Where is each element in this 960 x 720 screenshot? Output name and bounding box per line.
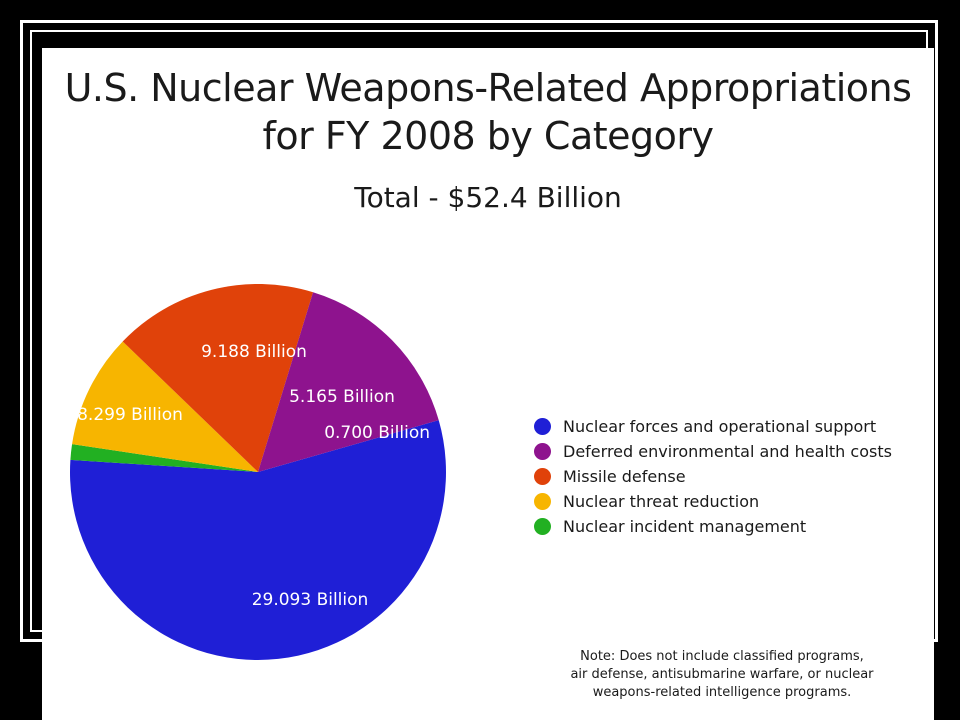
slice-data-label: 0.700 Billion	[324, 423, 430, 443]
legend-swatch	[534, 418, 551, 435]
slice-data-label: 9.188 Billion	[201, 342, 307, 362]
legend-label: Missile defense	[563, 467, 686, 486]
legend-item: Nuclear forces and operational support	[534, 414, 892, 439]
chart-title: U.S. Nuclear Weapons-Related Appropriati…	[42, 64, 934, 160]
legend-label: Nuclear incident management	[563, 517, 807, 536]
pie-slice-deferred-environmental-and-health-costs	[258, 292, 439, 472]
slice-data-label: 5.165 Billion	[289, 387, 395, 407]
legend-swatch	[534, 443, 551, 460]
legend-label: Nuclear forces and operational support	[563, 417, 877, 436]
slice-data-label: 8.299 Billion	[77, 405, 183, 425]
legend-swatch	[534, 493, 551, 510]
note-line-1: Note: Does not include classified progra…	[580, 649, 864, 664]
pie-chart: 29.093 Billion 0.700 Billion 5.165 Billion…	[69, 284, 446, 660]
note-line-2: air defense, antisubmarine warfare, or n…	[570, 667, 874, 682]
pie-slice-nuclear-incident-management	[70, 444, 258, 472]
legend-swatch	[534, 518, 551, 535]
chart-legend: Nuclear forces and operational support De…	[534, 414, 892, 539]
pie-slices	[69, 284, 446, 660]
chart-panel: U.S. Nuclear Weapons-Related Appropriati…	[42, 48, 934, 720]
legend-item: Deferred environmental and health costs	[534, 439, 892, 464]
chart-title-line-1: U.S. Nuclear Weapons-Related Appropriati…	[64, 66, 912, 110]
legend-label: Nuclear threat reduction	[563, 492, 760, 511]
legend-swatch	[534, 468, 551, 485]
chart-title-line-2: for FY 2008 by Category	[262, 114, 714, 158]
legend-item: Missile defense	[534, 464, 892, 489]
chart-note: Note: Does not include classified progra…	[542, 648, 902, 702]
legend-label: Deferred environmental and health costs	[563, 442, 892, 461]
legend-item: Nuclear threat reduction	[534, 489, 892, 514]
pie-slice-missile-defense	[122, 284, 314, 472]
slice-data-label: 29.093 Billion	[252, 590, 369, 610]
note-line-3: weapons-related intelligence programs.	[592, 685, 852, 700]
pie-slice-nuclear-forces-and-operational-support	[69, 420, 446, 660]
chart-subtitle: Total - $52.4 Billion	[354, 181, 622, 214]
pie-labels: 29.093 Billion 0.700 Billion 5.165 Billion…	[77, 342, 430, 610]
legend-item: Nuclear incident management	[534, 514, 892, 539]
pie-slice-nuclear-threat-reduction	[72, 341, 258, 472]
